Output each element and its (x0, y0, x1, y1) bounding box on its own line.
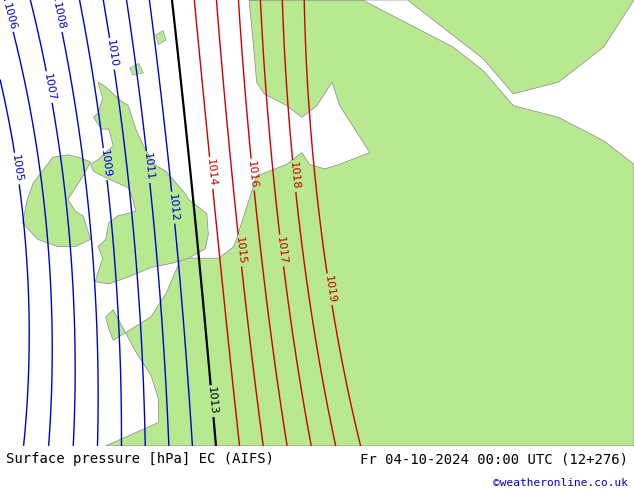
Text: 1018: 1018 (288, 162, 301, 191)
Text: 1008: 1008 (51, 1, 67, 31)
Text: 1011: 1011 (141, 152, 155, 181)
Text: 1016: 1016 (246, 160, 259, 189)
Text: 1013: 1013 (206, 387, 218, 416)
Text: 1009: 1009 (98, 149, 112, 178)
Text: 1010: 1010 (105, 39, 119, 68)
Polygon shape (130, 63, 143, 75)
Polygon shape (106, 0, 634, 446)
Text: 1006: 1006 (1, 1, 18, 31)
Text: 1017: 1017 (275, 236, 288, 265)
Polygon shape (23, 155, 91, 246)
Text: 1007: 1007 (42, 73, 56, 102)
Text: 1014: 1014 (205, 158, 217, 188)
Polygon shape (249, 0, 634, 94)
Text: ©weatheronline.co.uk: ©weatheronline.co.uk (493, 478, 628, 489)
Polygon shape (155, 30, 166, 45)
Text: Surface pressure [hPa] EC (AIFS): Surface pressure [hPa] EC (AIFS) (6, 452, 275, 466)
Text: 1015: 1015 (233, 236, 247, 265)
Text: Fr 04-10-2024 00:00 UTC (12+276): Fr 04-10-2024 00:00 UTC (12+276) (359, 452, 628, 466)
Text: 1019: 1019 (323, 275, 337, 304)
Text: 1012: 1012 (167, 193, 179, 222)
Polygon shape (91, 82, 209, 284)
Text: 1005: 1005 (10, 154, 24, 183)
